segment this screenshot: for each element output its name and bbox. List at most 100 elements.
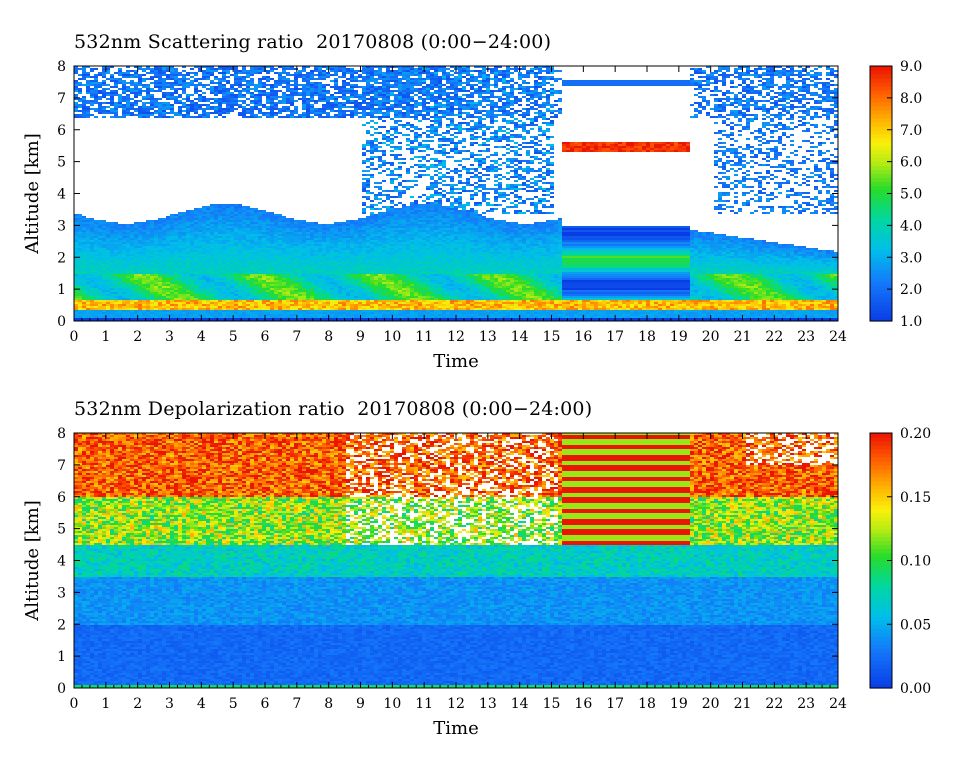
colorbar-step	[870, 145, 892, 151]
x-tick-label: 17	[606, 329, 624, 345]
colorbar-step	[870, 205, 892, 211]
scattering-ratio-panel: 0 1 2 3 4 5 6 7 8 9 10 11 12 13 14 15 16 17 18 19 20 21 22 23 24…	[22, 59, 922, 372]
colorbar-step	[870, 173, 892, 179]
colorbar-tick-label: 7.0	[900, 123, 922, 139]
colorbar-step	[870, 468, 892, 474]
x-tick-label: 3	[165, 696, 174, 712]
colorbar-step	[870, 189, 892, 195]
colorbar-step	[870, 584, 892, 589]
colorbar-tick-label: 2.0	[900, 282, 922, 298]
x-tick-label: 21	[734, 329, 752, 345]
x-axis-label: Time	[433, 718, 478, 739]
x-tick-label: 3	[165, 329, 174, 345]
x-tick-label: 22	[765, 696, 783, 712]
colorbar-step	[870, 596, 892, 601]
colorbar-tick-label: 0.10	[900, 554, 931, 570]
colorbar-step	[870, 133, 892, 139]
colorbar-step	[870, 496, 892, 502]
colorbar-step	[870, 225, 892, 230]
colorbar-step	[870, 548, 892, 554]
colorbar-step	[870, 269, 892, 274]
x-tick-label: 19	[670, 696, 688, 712]
colorbar-step	[870, 600, 892, 605]
colorbar-step	[870, 624, 892, 629]
x-tick-label: 11	[415, 696, 433, 712]
colorbar-step	[870, 117, 892, 123]
y-axis-label: Altitude [km]	[22, 133, 43, 255]
x-tick-label: 4	[197, 696, 206, 712]
colorbar-step	[870, 245, 892, 250]
colorbar-step	[870, 177, 892, 183]
x-tick-label: 8	[324, 329, 333, 345]
x-tick-label: 6	[261, 329, 270, 345]
x-tick-label: 22	[765, 329, 783, 345]
colorbar-step	[870, 564, 892, 570]
colorbar-step	[870, 93, 892, 99]
colorbar-step	[870, 628, 892, 633]
y-tick-label: 7	[57, 458, 66, 474]
colorbar-step	[870, 129, 892, 135]
x-tick-label: 2	[133, 329, 142, 345]
colorbar-step	[870, 277, 892, 282]
colorbar-step	[870, 656, 892, 661]
colorbar-step	[870, 141, 892, 147]
colorbar-step	[870, 440, 892, 446]
colorbar-step	[870, 89, 892, 95]
colorbar-step	[870, 472, 892, 478]
colorbar-tick-label: 5.0	[900, 187, 922, 203]
x-tick-label: 23	[797, 696, 815, 712]
colorbar-step	[870, 644, 892, 649]
colorbar-step	[870, 237, 892, 242]
colorbar-step	[870, 317, 892, 322]
x-tick-label: 15	[543, 696, 561, 712]
y-tick-label: 5	[57, 522, 66, 538]
colorbar-step	[870, 476, 892, 482]
colorbar-step	[870, 73, 892, 79]
colorbar-step	[870, 301, 892, 306]
x-tick-label: 7	[292, 696, 301, 712]
y-tick-label: 2	[57, 617, 66, 633]
colorbar: 1.0 2.0 3.0 4.0 5.0 6.0 7.0 8.0 9.0	[869, 59, 922, 330]
colorbar-step	[870, 504, 892, 510]
y-tick-label: 1	[57, 649, 66, 665]
colorbar-step	[870, 229, 892, 234]
colorbar-step	[870, 676, 892, 681]
y-tick-label: 6	[57, 490, 66, 506]
colorbar-step	[870, 636, 892, 641]
colorbar-tick-label: 3.0	[900, 250, 922, 266]
colorbar-tick-label: 9.0	[900, 59, 922, 75]
y-tick-label: 3	[57, 218, 66, 234]
x-tick-label: 21	[734, 696, 752, 712]
colorbar-step	[870, 536, 892, 542]
colorbar-step	[870, 221, 892, 226]
colorbar-step	[870, 66, 892, 71]
colorbar-step	[870, 620, 892, 625]
colorbar-step	[870, 484, 892, 490]
heatmap-field	[74, 433, 838, 688]
x-tick-label: 6	[261, 696, 270, 712]
colorbar-step	[870, 109, 892, 115]
x-tick-label: 10	[383, 696, 401, 712]
colorbar-step	[870, 488, 892, 494]
x-tick-label: 5	[229, 696, 238, 712]
y-tick-label: 7	[57, 91, 66, 107]
y-tick-label: 5	[57, 155, 66, 171]
x-tick-label: 24	[829, 696, 847, 712]
colorbar-step	[870, 69, 892, 75]
colorbar-step	[870, 684, 892, 689]
colorbar-step	[870, 528, 892, 534]
colorbar-step	[870, 632, 892, 637]
colorbar-step	[870, 524, 892, 530]
colorbar-tick-label: 0.15	[900, 490, 931, 506]
x-tick-label: 12	[447, 329, 465, 345]
colorbar-step	[870, 508, 892, 514]
colorbar-step	[870, 640, 892, 645]
colorbar-step	[870, 209, 892, 215]
y-tick-label: 0	[57, 314, 66, 330]
bottom-chart-title: 532nm Depolarization ratio 20170808 (0:0…	[74, 398, 592, 420]
x-tick-label: 20	[702, 696, 720, 712]
y-tick-label: 0	[57, 681, 66, 697]
colorbar-step	[870, 249, 892, 254]
x-tick-label: 9	[356, 696, 365, 712]
